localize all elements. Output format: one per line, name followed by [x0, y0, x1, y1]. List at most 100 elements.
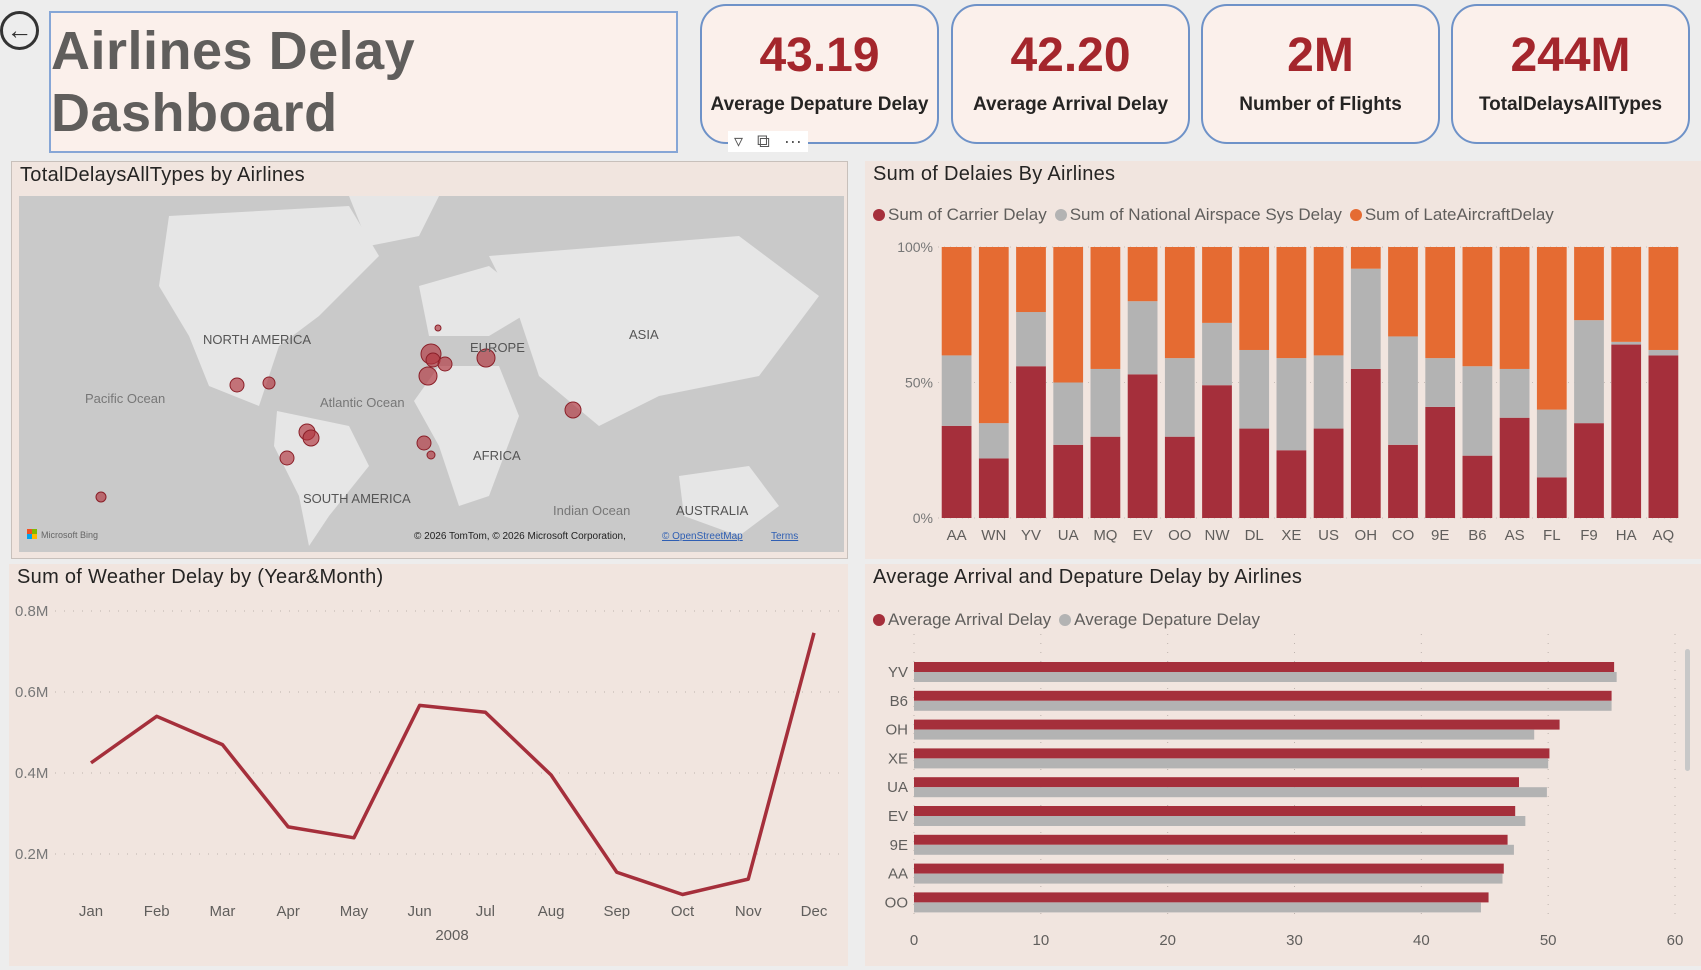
- bar-segment-FL: [1536, 247, 1567, 410]
- map-bubble: [437, 356, 453, 372]
- bar-segment-AQ: [1648, 349, 1679, 356]
- legend-item-late-aircraft[interactable]: Sum of LateAircraftDelay: [1349, 205, 1554, 225]
- bar-segment-WN: [978, 423, 1009, 459]
- map-bubble: [95, 491, 107, 503]
- arrival-bar-UA: [914, 777, 1519, 788]
- kpi-label: Number of Flights: [1239, 94, 1402, 115]
- map-canvas[interactable]: NORTH AMERICA ASIA EUROPE Pacific Ocean …: [19, 196, 844, 552]
- legend-item-nas[interactable]: Sum of National Airspace Sys Delay: [1054, 205, 1342, 225]
- arrival-bar-9E: [914, 834, 1508, 845]
- label-pacific-ocean: Pacific Ocean: [85, 391, 165, 406]
- bing-attribution: Microsoft Bing: [41, 530, 98, 540]
- bar-segment-XE: [1276, 450, 1307, 518]
- y-tick-label: B6: [890, 693, 908, 710]
- osm-link[interactable]: © OpenStreetMap: [662, 531, 743, 542]
- kpi-card-total-delays[interactable]: 244M TotalDelaysAllTypes: [1451, 4, 1690, 144]
- x-tick-label: US: [1318, 527, 1339, 544]
- kpi-card-number-of-flights[interactable]: 2M Number of Flights: [1201, 4, 1440, 144]
- kpi-card-avg-arrival-delay[interactable]: 42.20 Average Arrival Delay: [951, 4, 1190, 144]
- map-bubble: [426, 450, 436, 460]
- terms-link[interactable]: Terms: [771, 531, 798, 542]
- bubble-layer: [95, 324, 582, 503]
- bar-segment-EV: [1127, 374, 1158, 518]
- hbar-scrollbar[interactable]: [1685, 649, 1690, 771]
- x-tick-label: May: [340, 903, 369, 920]
- departure-bar-XE: [914, 758, 1549, 769]
- legend-item-carrier[interactable]: Sum of Carrier Delay: [873, 205, 1047, 225]
- bar-segment-OO: [1164, 436, 1195, 518]
- greenland-shape: [349, 196, 439, 246]
- map-bubble: [434, 324, 442, 332]
- stacked-chart-title: Sum of Delaies By Airlines: [873, 163, 1116, 185]
- x-tick-label: 0: [910, 932, 918, 949]
- bar-segment-NW: [1202, 247, 1232, 323]
- x-tick-label: Mar: [210, 903, 236, 920]
- bar-segment-OO: [1164, 247, 1195, 359]
- y-tick-label: 0.8M: [15, 603, 48, 620]
- x-tick-label: AQ: [1653, 527, 1675, 544]
- y-tick-label: OO: [885, 894, 908, 911]
- x-tick-label: OH: [1355, 527, 1378, 544]
- x-tick-label: HA: [1616, 527, 1637, 544]
- kpi-label: Average Depature Delay: [710, 94, 929, 115]
- label-europe: EUROPE: [470, 340, 525, 355]
- more-options-icon[interactable]: ···: [783, 131, 802, 151]
- x-axis-label: 2008: [435, 927, 468, 944]
- bar-segment-YV: [1016, 247, 1046, 313]
- bar-segment-MQ: [1090, 247, 1121, 369]
- kpi-card-avg-departure-delay[interactable]: 43.19 Average Depature Delay: [700, 4, 939, 144]
- bar-segment-OH: [1350, 268, 1381, 369]
- x-tick-label: Dec: [801, 903, 828, 920]
- y-tick-label: 0.2M: [15, 846, 48, 863]
- x-tick-label: 60: [1667, 932, 1684, 949]
- map-bubble: [229, 377, 245, 393]
- y-tick-label: 0.4M: [15, 765, 48, 782]
- departure-bar-EV: [914, 816, 1526, 826]
- y-tick-label: XE: [888, 750, 908, 767]
- landmasses: [159, 196, 819, 546]
- map-bubble: [418, 366, 438, 386]
- back-arrow-icon[interactable]: ←: [0, 11, 39, 50]
- x-tick-label: WN: [981, 527, 1006, 544]
- x-tick-label: B6: [1468, 527, 1486, 544]
- x-tick-label: AA: [947, 527, 967, 544]
- x-tick-label: 20: [1159, 932, 1176, 949]
- map-bubble: [279, 450, 295, 466]
- y-tick-label: 9E: [890, 837, 908, 854]
- y-tick-label: AA: [888, 866, 908, 883]
- filter-icon[interactable]: ▿: [734, 131, 744, 151]
- bar-segment-NW: [1202, 322, 1232, 386]
- hbar-chart-canvas: 0 10 20 30 40 50 60 YV B6 OH XE UA EV 9E AA OO: [885, 634, 1684, 949]
- x-tick-label: MQ: [1093, 527, 1117, 544]
- line-chart-visual[interactable]: Sum of Weather Delay by (Year&Month) 0.2…: [9, 564, 848, 966]
- bar-segment-DL: [1239, 247, 1270, 350]
- bar-segment-9E: [1425, 358, 1456, 407]
- map-title: TotalDelaysAllTypes by Airlines: [20, 164, 305, 186]
- kpi-value: 42.20: [1010, 29, 1131, 82]
- x-tick-label: UA: [1058, 527, 1079, 544]
- bar-segment-B6: [1462, 455, 1493, 518]
- legend-item-arrival[interactable]: Average Arrival Delay: [873, 610, 1051, 630]
- x-tick-label: Jan: [79, 903, 103, 920]
- x-tick-label: XE: [1281, 527, 1301, 544]
- legend-item-departure[interactable]: Average Depature Delay: [1059, 610, 1260, 630]
- hbar-visual[interactable]: Average Arrival and Depature Delay by Ai…: [865, 564, 1701, 966]
- focus-mode-icon[interactable]: ⧉: [757, 131, 770, 151]
- departure-bar-YV: [914, 672, 1617, 682]
- kpi-value: 244M: [1510, 29, 1631, 82]
- stacked-bar-visual[interactable]: Sum of Delaies By Airlines Sum of Carrie…: [865, 161, 1701, 559]
- label-indian-ocean: Indian Ocean: [553, 503, 630, 518]
- south-america-shape: [274, 411, 369, 546]
- label-north-america: NORTH AMERICA: [203, 332, 311, 347]
- x-tick-label: Feb: [144, 903, 170, 920]
- bar-segment-UA: [1053, 382, 1084, 445]
- map-visual[interactable]: TotalDelaysAllTypes by Airlines NORTH AM…: [11, 161, 848, 559]
- bar-segment-NW: [1202, 385, 1232, 518]
- bar-segment-AQ: [1648, 355, 1679, 518]
- x-tick-label: FL: [1543, 527, 1561, 544]
- x-tick-label: Oct: [671, 903, 695, 920]
- x-tick-label: DL: [1245, 527, 1264, 544]
- map-copyright: © 2026 TomTom, © 2026 Microsoft Corporat…: [414, 531, 626, 542]
- bar-segment-US: [1313, 428, 1344, 518]
- bar-segment-HA: [1611, 344, 1642, 518]
